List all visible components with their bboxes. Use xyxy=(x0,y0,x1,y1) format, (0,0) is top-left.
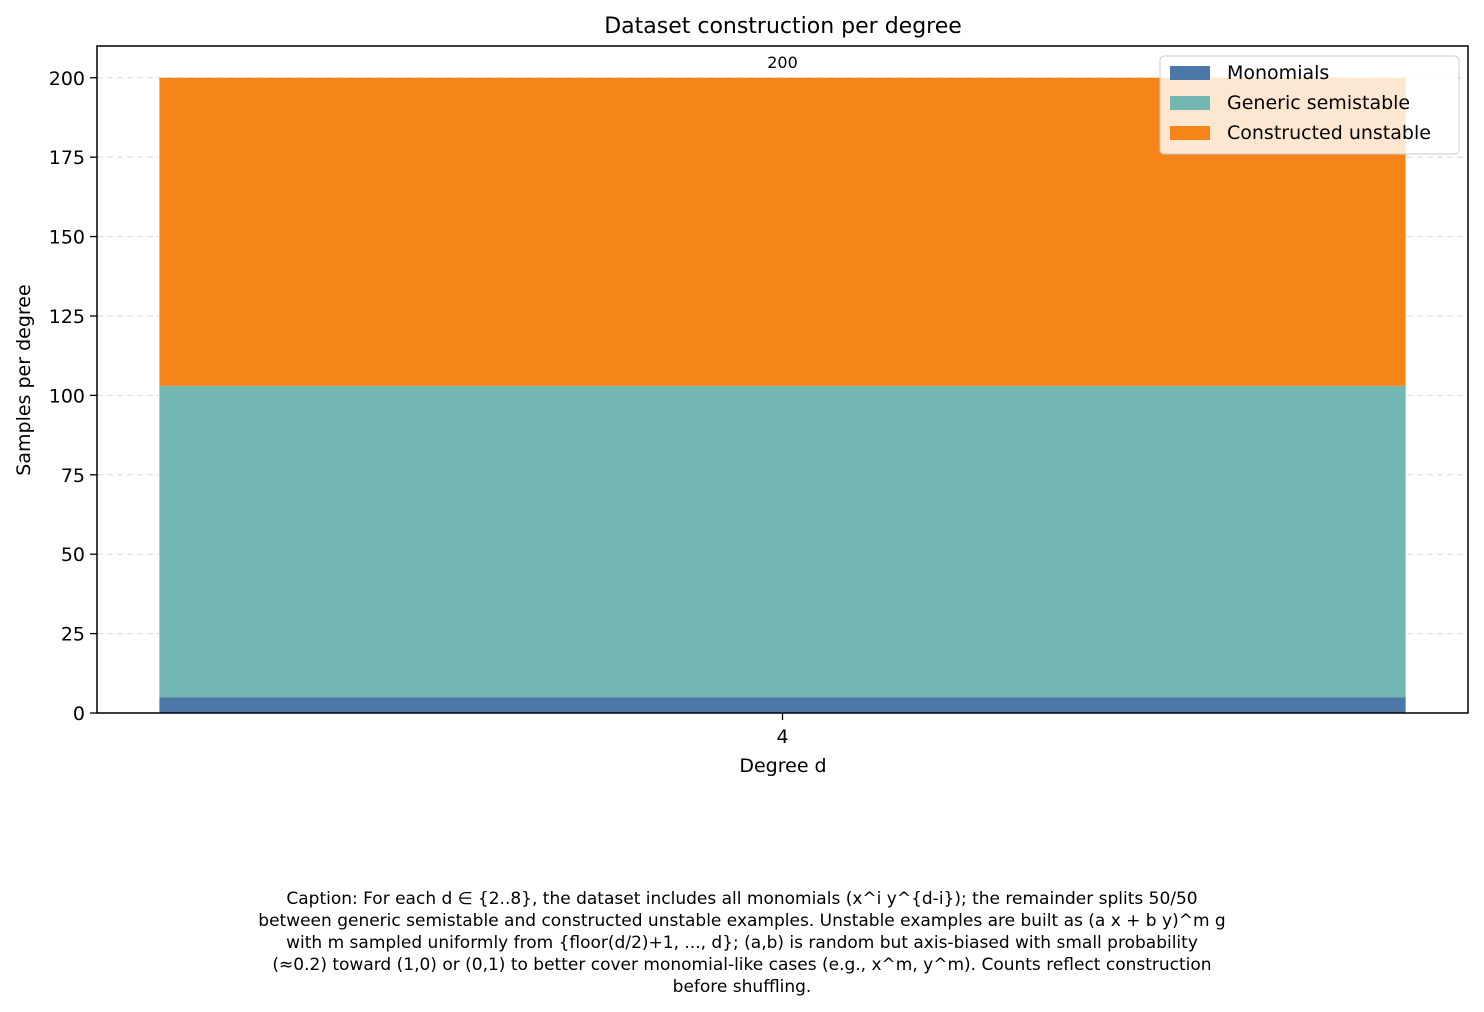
caption-line: between generic semistable and construct… xyxy=(258,911,1226,931)
stacked-bar-chart: Dataset construction per degree 0 25 50 75 1… xyxy=(13,14,1469,777)
legend-label: Generic semistable xyxy=(1227,92,1410,114)
chart-title: Dataset construction per degree xyxy=(604,14,962,39)
y-axis-label: Samples per degree xyxy=(13,284,35,475)
y-axis: 0 25 50 75 100 125 150 175 200 xyxy=(49,68,97,725)
legend-label: Constructed unstable xyxy=(1227,122,1431,144)
total-label: 200 xyxy=(767,53,798,72)
caption-line: with m sampled uniformly from {floor(d/2… xyxy=(286,933,1198,953)
y-tick-label: 0 xyxy=(73,703,85,725)
bars xyxy=(159,77,1406,713)
x-axis-label: Degree d xyxy=(739,755,826,777)
y-tick-label: 50 xyxy=(61,544,85,566)
y-tick-label: 100 xyxy=(49,385,85,407)
bar-segment-generic-semistable xyxy=(159,385,1406,698)
y-tick-label: 200 xyxy=(49,68,85,90)
x-axis: 4 xyxy=(776,713,789,748)
caption-line: (≈0.2) toward (1,0) or (0,1) to better c… xyxy=(272,955,1212,975)
legend-label: Monomials xyxy=(1227,62,1329,84)
y-tick-label: 175 xyxy=(49,147,85,169)
y-tick-label: 75 xyxy=(61,465,85,487)
legend: Monomials Generic semistable Constructed u… xyxy=(1159,55,1460,155)
total-labels: 200 xyxy=(767,53,798,72)
x-tick-label: 4 xyxy=(776,726,788,748)
legend-swatch xyxy=(1170,96,1210,110)
y-tick-label: 25 xyxy=(61,624,85,646)
legend-swatch xyxy=(1170,66,1210,80)
y-tick-label: 150 xyxy=(49,227,85,249)
caption-line: before shuffling. xyxy=(672,977,812,997)
plot-frame xyxy=(96,45,1469,714)
figure-caption: Caption: For each d ∈ {2..8}, the datase… xyxy=(192,888,1292,998)
caption-line: Caption: For each d ∈ {2..8}, the datase… xyxy=(286,889,1198,909)
bar-segment-monomials xyxy=(159,697,1406,713)
legend-box xyxy=(1159,55,1460,155)
legend-swatch xyxy=(1170,126,1210,140)
y-tick-label: 125 xyxy=(49,306,85,328)
